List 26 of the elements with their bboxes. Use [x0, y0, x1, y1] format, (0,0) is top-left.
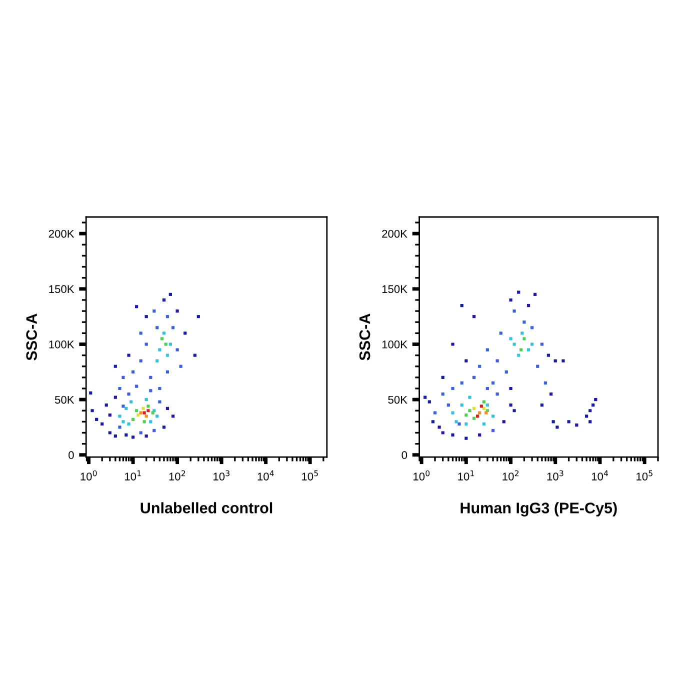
- y-axis-title: SSC-A: [26, 314, 37, 360]
- x-tick-label: 10$^{5}$: [636, 470, 652, 480]
- x-tick-label: 10$^{0}$: [414, 470, 430, 480]
- y-tick-label: 0: [402, 451, 408, 460]
- x-tick-label: 10$^{0}$: [80, 470, 97, 480]
- y-tick-label: 200K: [48, 230, 74, 238]
- x-tick-label: 10$^{1}$: [458, 470, 474, 480]
- y-tick-label: 100K: [382, 340, 408, 348]
- x-tick-label: 10$^{1}$: [124, 470, 141, 480]
- x-axis-title: Unlabelled control: [140, 502, 272, 514]
- x-tick-label: 10$^{4}$: [592, 470, 608, 480]
- y-tick-label: 200K: [382, 230, 408, 238]
- y-tick-label: 150K: [382, 285, 408, 294]
- y-tick-label: 50K: [54, 396, 74, 404]
- y-tick-label: 150K: [49, 285, 74, 294]
- y-tick-label: 50K: [388, 396, 408, 404]
- x-tick-label: 10$^{5}$: [302, 470, 318, 480]
- x-tick-label: 10$^{2}$: [502, 470, 519, 480]
- y-axis-title: SSC-A: [359, 314, 370, 360]
- x-tick-label: 10$^{3}$: [214, 470, 230, 480]
- y-tick-label: 0: [68, 451, 74, 460]
- x-tick-label: 10$^{2}$: [169, 470, 186, 480]
- x-axis-title: Human IgG3 (PE-Cy5): [460, 502, 617, 516]
- x-tick-label: 10$^{4}$: [258, 470, 274, 480]
- x-tick-label: 10$^{3}$: [547, 470, 564, 480]
- y-tick-label: 100K: [49, 340, 74, 348]
